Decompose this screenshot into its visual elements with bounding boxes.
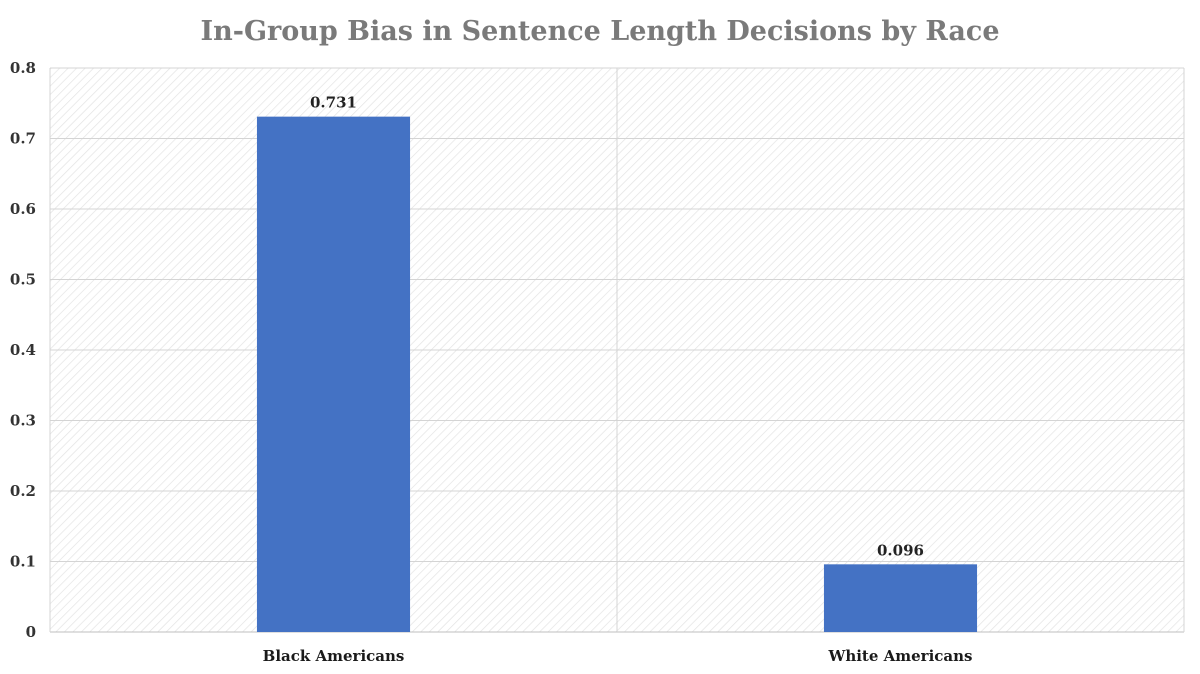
data-labels: 0.731 0.096 bbox=[310, 94, 924, 560]
y-tick-label: 0.5 bbox=[10, 271, 36, 289]
y-tick-label: 0.7 bbox=[10, 130, 36, 148]
x-axis: Black Americans White Americans bbox=[263, 647, 973, 665]
data-label: 0.731 bbox=[310, 94, 357, 112]
y-tick-label: 0.1 bbox=[10, 553, 36, 571]
y-axis: 0 0.1 0.2 0.3 0.4 0.5 0.6 0.7 0.8 bbox=[10, 59, 36, 641]
y-tick-label: 0.6 bbox=[10, 200, 36, 218]
data-label: 0.096 bbox=[877, 541, 924, 559]
y-tick-label: 0 bbox=[26, 623, 36, 641]
x-category-label: White Americans bbox=[827, 647, 972, 665]
y-tick-label: 0.8 bbox=[10, 59, 36, 77]
y-tick-label: 0.4 bbox=[10, 341, 36, 359]
x-category-label: Black Americans bbox=[263, 647, 405, 665]
bar bbox=[823, 564, 978, 632]
y-tick-label: 0.2 bbox=[10, 482, 36, 500]
bars bbox=[256, 116, 978, 632]
gridlines bbox=[49, 67, 1185, 633]
chart-title: In-Group Bias in Sentence Length Decisio… bbox=[200, 16, 999, 47]
y-tick-label: 0.3 bbox=[10, 412, 36, 430]
bar bbox=[256, 116, 411, 632]
